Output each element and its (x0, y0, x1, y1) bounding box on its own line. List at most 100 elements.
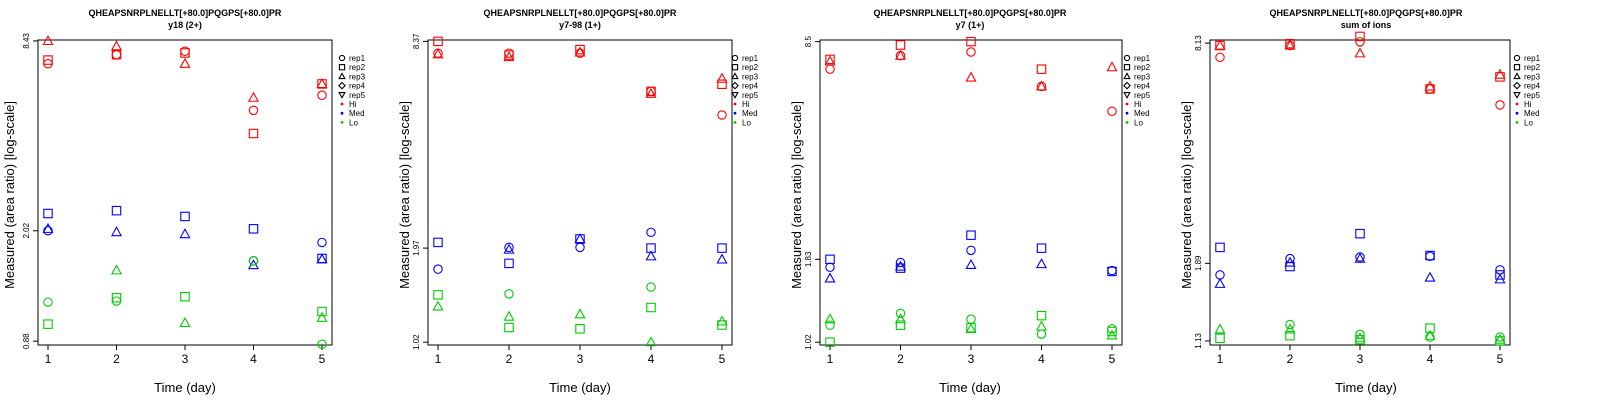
legend-symbol-rep1 (731, 54, 739, 62)
data-point-med-rep3 (716, 253, 728, 264)
data-point-lo-rep1 (1285, 319, 1295, 330)
y-tick-label: 1.83 (804, 251, 813, 267)
chart-panel-3: QHEAPSNRPLNELLT[+80.0]PQGPS[+80.0]PR y7 … (789, 8, 1151, 395)
data-point-lo-rep2 (825, 337, 835, 347)
y-axis-label: Measured (area ratio) [log-scale] (2, 101, 17, 289)
data-point-lo-rep3 (965, 322, 977, 334)
data-point-hi-rep3 (1284, 39, 1296, 50)
data-point-lo-rep2 (575, 324, 585, 334)
chart-panel-4: QHEAPSNRPLNELLT[+80.0]PQGPS[+80.0]PR sum… (1179, 8, 1541, 395)
data-point-lo-rep3 (1035, 320, 1048, 331)
legend-label: rep2 (742, 63, 759, 72)
plot-frame (819, 39, 1123, 346)
legend-symbol-rep2 (1513, 64, 1521, 71)
y-tick-label: 1.02 (804, 334, 813, 350)
data-point-lo-rep3 (824, 313, 836, 324)
x-tick-label: 4 (1427, 352, 1434, 366)
legend-label: rep3 (1134, 72, 1151, 81)
data-point-lo-rep2 (1495, 336, 1505, 346)
legend-label: rep4 (1134, 82, 1151, 91)
data-point-hi-rep3 (432, 48, 444, 59)
legend-symbol-rep3 (338, 72, 346, 80)
data-point-lo-rep1 (248, 256, 259, 266)
x-tick-label: 5 (1497, 352, 1504, 366)
data-point-lo-rep3 (645, 336, 657, 347)
legend-label: rep3 (742, 72, 759, 81)
panel-title: QHEAPSNRPLNELLT[+80.0]PQGPS[+80.0]PR (1270, 8, 1463, 18)
legend-dot-hi (733, 102, 737, 106)
x-axis-label: Time (day) (1335, 380, 1397, 395)
data-point-hi-rep3 (1424, 80, 1436, 91)
data-point-med-rep2 (1355, 228, 1365, 239)
plot-frame (427, 39, 733, 346)
y-tick-label: 2.02 (22, 222, 31, 238)
data-point-hi-rep3 (247, 91, 260, 102)
data-point-hi-rep3 (574, 46, 586, 57)
legend-symbol-rep3 (1513, 72, 1521, 80)
data-point-lo-rep3 (1214, 323, 1226, 334)
legend-label: rep3 (1524, 72, 1541, 81)
legend-label: rep4 (349, 82, 366, 91)
data-point-lo-rep1 (966, 314, 976, 324)
panel-title: QHEAPSNRPLNELLT[+80.0]PQGPS[+80.0]PR (874, 8, 1067, 18)
data-point-lo-rep3 (1424, 329, 1436, 340)
data-point-hi-rep2 (646, 86, 656, 97)
x-tick-label: 2 (1287, 352, 1294, 366)
x-tick-label: 4 (648, 352, 655, 366)
data-point-hi-rep3 (716, 72, 728, 83)
data-point-hi-rep2 (248, 128, 259, 139)
data-point-med-rep2 (1215, 242, 1225, 253)
data-point-med-rep1 (825, 262, 835, 273)
data-point-hi-rep3 (110, 40, 123, 51)
legend-label: Hi (1524, 100, 1532, 109)
legend-label: rep1 (742, 54, 759, 63)
legend-label: rep5 (742, 91, 759, 100)
data-point-lo-rep1 (825, 320, 835, 330)
data-point-med-rep3 (316, 253, 328, 264)
data-point-hi-rep1 (966, 47, 976, 57)
data-point-med-rep3 (574, 232, 586, 244)
data-point-lo-rep3 (1284, 323, 1296, 334)
legend-label: rep2 (1134, 63, 1151, 72)
y-axis-label: Measured (area ratio) [log-scale] (397, 101, 412, 289)
data-point-hi-rep2 (43, 55, 53, 65)
legend-label: Med (1524, 109, 1540, 118)
legend-symbol-rep1 (1513, 54, 1521, 62)
legend-label: rep1 (1134, 54, 1151, 63)
data-point-hi-rep3 (1214, 39, 1226, 50)
data-point-med-rep1 (317, 237, 327, 248)
data-point-lo-rep1 (43, 297, 53, 307)
data-point-med-rep3 (645, 250, 657, 261)
data-point-lo-rep3 (716, 315, 728, 326)
legend-symbol-rep3 (1123, 72, 1131, 80)
data-point-hi-rep2 (504, 50, 514, 60)
data-point-med-rep2 (43, 208, 53, 219)
data-point-med-rep2 (433, 237, 443, 248)
data-point-med-rep2 (717, 243, 727, 253)
x-tick-label: 1 (435, 352, 442, 366)
x-tick-label: 5 (319, 352, 326, 366)
data-point-hi-rep2 (433, 36, 443, 47)
data-point-lo-rep2 (1355, 334, 1365, 345)
legend-label: rep1 (1524, 54, 1541, 63)
data-point-med-rep1 (433, 264, 443, 274)
data-point-hi-rep1 (1107, 106, 1117, 117)
legend-label: Hi (742, 100, 750, 109)
data-point-lo-rep3 (179, 316, 191, 327)
data-point-hi-rep3 (645, 87, 657, 98)
plot-frame (1209, 39, 1511, 346)
x-tick-label: 4 (1038, 352, 1045, 366)
x-tick-label: 1 (827, 352, 834, 366)
data-point-med-rep1 (895, 257, 906, 268)
legend-dot-med (733, 111, 737, 115)
data-point-hi-rep2 (895, 40, 906, 50)
data-point-med-rep3 (1035, 258, 1048, 269)
data-point-med-rep2 (966, 230, 976, 240)
data-point-med-rep2 (1425, 250, 1435, 261)
data-point-lo-rep1 (895, 308, 906, 319)
legend-label: rep3 (349, 72, 366, 81)
data-point-med-rep2 (1107, 266, 1117, 277)
x-tick-label: 2 (113, 352, 120, 366)
data-point-lo-rep1 (1355, 329, 1365, 340)
